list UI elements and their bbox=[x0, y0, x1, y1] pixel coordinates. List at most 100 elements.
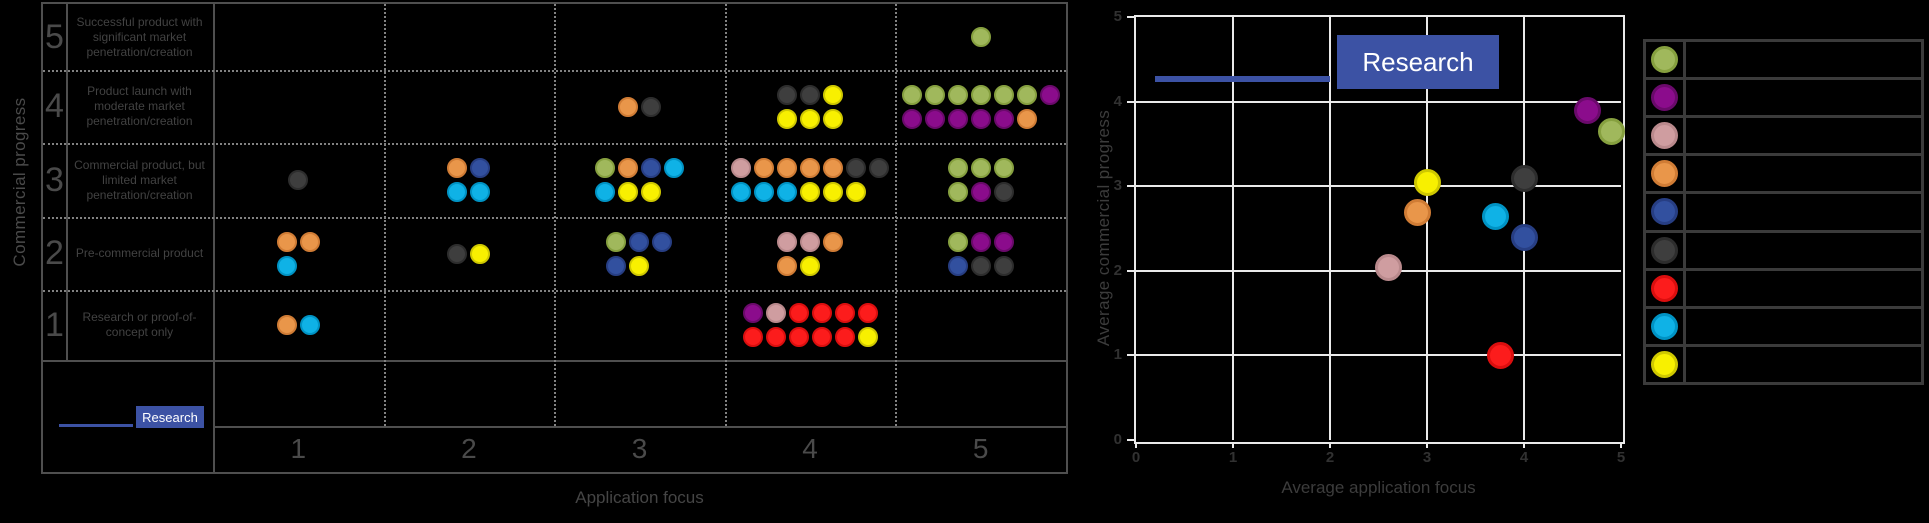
orange-dot bbox=[447, 158, 468, 178]
yellow-dot bbox=[800, 108, 821, 129]
y-tick-mark bbox=[1127, 16, 1134, 18]
dot-cluster bbox=[447, 243, 491, 264]
dot-cluster bbox=[970, 27, 991, 47]
green-dot bbox=[970, 84, 991, 105]
matrix-dotted-column-line bbox=[383, 4, 386, 426]
legend-swatch-purple bbox=[1651, 84, 1678, 112]
dot-row bbox=[288, 170, 309, 190]
gray-dot bbox=[447, 243, 468, 264]
orange-dot bbox=[617, 96, 638, 117]
legend-swatch-green bbox=[1651, 46, 1678, 74]
red-dot bbox=[834, 327, 855, 347]
row-description-text: Pre-commercial product bbox=[75, 246, 204, 260]
scatter-point-green bbox=[1598, 118, 1626, 146]
red-dot bbox=[857, 303, 878, 323]
legend-row bbox=[1646, 346, 1921, 382]
matrix-cell bbox=[384, 217, 555, 290]
dot-cluster bbox=[276, 231, 320, 276]
y-tick-mark bbox=[1127, 439, 1134, 441]
legend-swatch-pink bbox=[1651, 122, 1678, 150]
y-tick-label: 4 bbox=[1113, 92, 1122, 110]
yellow-dot bbox=[800, 255, 821, 276]
y-tick-mark bbox=[1127, 185, 1134, 188]
navy-dot bbox=[640, 158, 661, 178]
row-description: Successful product with significant mark… bbox=[68, 4, 211, 70]
scatter-point-navy bbox=[1511, 223, 1538, 251]
y-tick-label: 5 bbox=[1113, 8, 1122, 25]
matrix-line-horizontal bbox=[213, 426, 1066, 428]
dot-row bbox=[606, 231, 673, 252]
pink-dot bbox=[765, 303, 786, 323]
orange-dot bbox=[276, 315, 297, 335]
dot-row bbox=[777, 108, 844, 129]
green-dot bbox=[924, 84, 945, 105]
matrix-cell bbox=[895, 70, 1066, 143]
matrix-cell bbox=[554, 70, 725, 143]
navy-dot bbox=[606, 255, 627, 276]
research-legend-box: Research bbox=[136, 406, 204, 428]
yellow-dot bbox=[640, 182, 661, 202]
yellow-dot bbox=[823, 182, 844, 202]
legend-swatch-cell bbox=[1646, 156, 1686, 192]
legend-swatch-cell bbox=[1646, 42, 1686, 78]
row-level-label: 1 bbox=[45, 305, 64, 344]
cyan-dot bbox=[299, 315, 320, 335]
purple-dot bbox=[993, 231, 1014, 252]
dot-row bbox=[947, 158, 1014, 178]
yellow-dot bbox=[629, 255, 650, 276]
matrix-cell bbox=[895, 217, 1066, 290]
x-tick-label: 4 bbox=[1519, 449, 1529, 466]
cyan-dot bbox=[447, 182, 468, 202]
green-dot bbox=[947, 158, 968, 178]
matrix-dotted-row-line bbox=[43, 290, 1066, 292]
yellow-dot bbox=[823, 84, 844, 105]
legend-swatch-red bbox=[1651, 274, 1678, 302]
dot-row bbox=[947, 231, 1014, 252]
legend-label-cell bbox=[1686, 194, 1921, 229]
scatter-point-yellow bbox=[1414, 168, 1441, 196]
legend-row bbox=[1646, 308, 1921, 347]
dot-cluster bbox=[947, 158, 1014, 202]
x-tick-mark bbox=[1329, 442, 1331, 448]
orange-dot bbox=[617, 158, 638, 178]
legend-label-cell bbox=[1686, 80, 1921, 115]
legend-swatch-yellow bbox=[1651, 350, 1678, 378]
legend-row bbox=[1646, 270, 1921, 309]
cyan-dot bbox=[663, 158, 684, 178]
dot-row bbox=[594, 158, 684, 178]
dot-row bbox=[731, 158, 890, 178]
matrix-dotted-column-line bbox=[724, 4, 727, 426]
matrix-cell bbox=[725, 290, 896, 360]
scatter-point-cyan bbox=[1481, 202, 1509, 230]
legend-label-cell bbox=[1686, 309, 1921, 344]
matrix-cell bbox=[554, 217, 725, 290]
orange-dot bbox=[276, 231, 297, 252]
plot-gridline-horizontal bbox=[1136, 100, 1621, 103]
legend-swatch-navy bbox=[1651, 198, 1678, 226]
x-tick-label: 4 bbox=[802, 433, 818, 464]
yellow-dot bbox=[777, 108, 798, 129]
yellow-dot bbox=[823, 108, 844, 129]
legend-row bbox=[1646, 156, 1921, 195]
dot-row bbox=[606, 255, 650, 276]
dot-cluster bbox=[288, 170, 309, 190]
purple-dot bbox=[970, 231, 991, 252]
legend-label-cell bbox=[1686, 271, 1921, 306]
row-description-text: Commercial product, but limited market p… bbox=[74, 157, 205, 202]
dot-row bbox=[447, 158, 491, 178]
matrix-dotted-column-line bbox=[554, 4, 557, 426]
x-tick-label: 1 bbox=[1228, 449, 1238, 466]
x-tick-label: 0 bbox=[1131, 449, 1141, 466]
matrix-cell bbox=[384, 143, 555, 217]
red-dot bbox=[811, 303, 832, 323]
purple-dot bbox=[947, 108, 968, 129]
green-dot bbox=[901, 84, 922, 105]
scatter-point-purple bbox=[1574, 97, 1602, 125]
green-dot bbox=[947, 231, 968, 252]
green-dot bbox=[606, 231, 627, 252]
dot-cluster bbox=[901, 84, 1060, 129]
yellow-dot bbox=[470, 243, 491, 264]
legend-table-frame bbox=[1643, 39, 1924, 385]
plot-gridline-vertical bbox=[1426, 17, 1428, 440]
